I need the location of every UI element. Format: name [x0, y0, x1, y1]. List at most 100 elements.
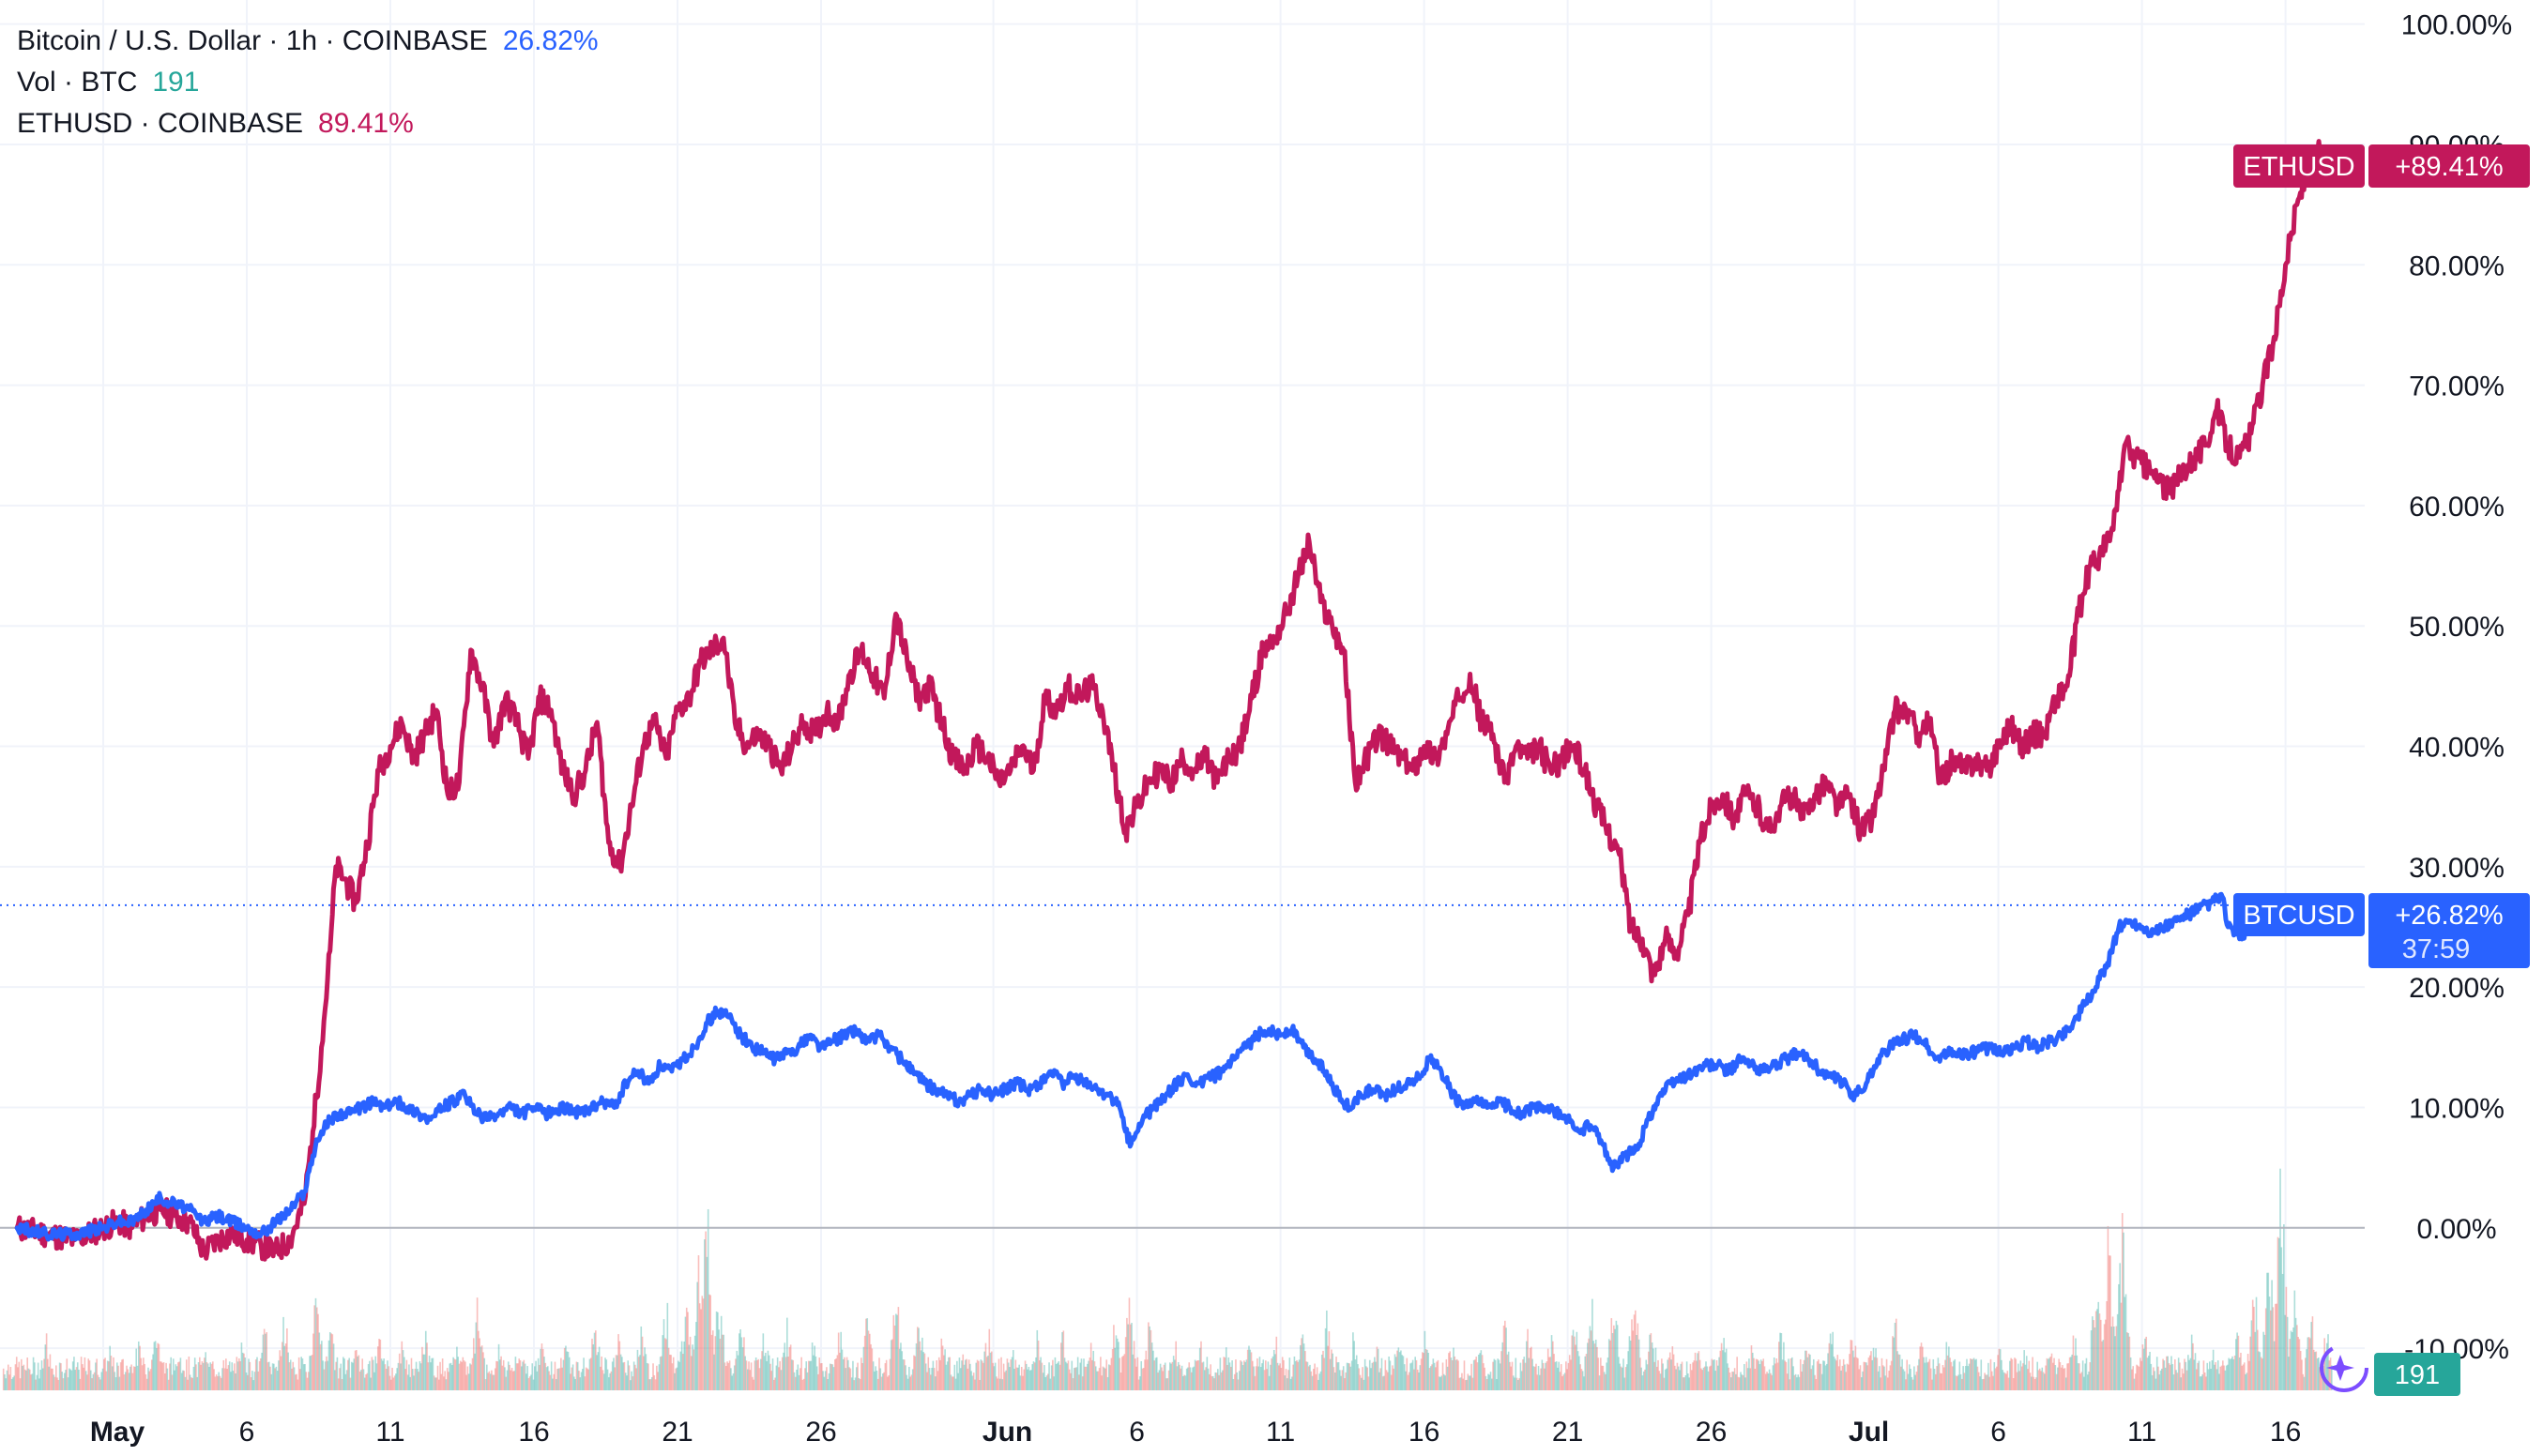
volume-bar — [1409, 1363, 1411, 1390]
volume-bar — [1517, 1379, 1519, 1390]
volume-bar — [1310, 1371, 1313, 1390]
volume-bar — [453, 1358, 456, 1390]
volume-bar — [568, 1357, 571, 1390]
volume-bar — [1675, 1369, 1677, 1390]
volume-bar — [1141, 1368, 1144, 1390]
volume-bar — [1944, 1359, 1946, 1390]
volume-bar — [1763, 1366, 1766, 1390]
volume-bar — [507, 1361, 510, 1390]
volume-bar — [1061, 1332, 1063, 1390]
volume-bar — [1294, 1360, 1297, 1390]
volume-bar — [1062, 1330, 1065, 1390]
volume-bar — [1467, 1373, 1469, 1390]
volume-bar — [519, 1360, 522, 1390]
volume-bar — [1927, 1361, 1929, 1390]
volume-bar — [199, 1357, 201, 1390]
volume-bar — [404, 1357, 405, 1390]
volume-bar — [2037, 1370, 2040, 1390]
volume-bar — [1492, 1361, 1494, 1390]
legend-eth-label: ETHUSD · COINBASE — [17, 108, 304, 139]
volume-bar — [661, 1356, 662, 1390]
volume-bar — [674, 1373, 676, 1390]
volume-bar — [1829, 1333, 1832, 1390]
volume-bar — [1903, 1371, 1906, 1390]
volume-bar — [175, 1364, 177, 1390]
volume-bar — [1109, 1365, 1111, 1390]
volume-bar — [767, 1350, 769, 1390]
volume-bar — [2329, 1357, 2332, 1390]
legend-row-vol[interactable]: Vol · BTC 191 — [17, 62, 599, 103]
volume-bar — [1770, 1373, 1772, 1390]
volume-bar — [1410, 1362, 1413, 1390]
sparkle-assistant-icon[interactable] — [2320, 1343, 2368, 1392]
volume-bar — [1779, 1332, 1781, 1390]
volume-bar — [337, 1378, 340, 1390]
volume-bar — [1263, 1370, 1266, 1390]
volume-bar — [725, 1366, 727, 1390]
volume-bar — [1815, 1378, 1818, 1390]
volume-bar — [945, 1364, 948, 1390]
volume-bar — [1438, 1376, 1440, 1390]
x-tick-label: 26 — [805, 1417, 836, 1448]
volume-bar — [1983, 1378, 1985, 1390]
volume-bar — [776, 1357, 779, 1390]
legend-row-eth[interactable]: ETHUSD · COINBASE 89.41% — [17, 103, 599, 144]
volume-bar — [1409, 1372, 1410, 1390]
volume-bar — [2001, 1359, 2002, 1390]
volume-bar — [2185, 1361, 2187, 1390]
volume-bar — [626, 1375, 628, 1390]
volume-bar — [826, 1367, 828, 1390]
volume-bar — [2243, 1362, 2246, 1390]
volume-bar — [326, 1356, 327, 1390]
legend-row-btc[interactable]: Bitcoin / U.S. Dollar · 1h · COINBASE 26.… — [17, 21, 599, 62]
volume-bar — [1304, 1351, 1306, 1390]
volume-bar — [258, 1360, 261, 1390]
volume-bar — [1598, 1375, 1601, 1390]
volume-bar — [1388, 1356, 1390, 1390]
vol-tag-box — [2374, 1353, 2460, 1396]
volume-bar — [897, 1307, 900, 1390]
volume-bar — [283, 1345, 286, 1390]
volume-bar — [723, 1362, 726, 1390]
volume-bar — [1766, 1372, 1768, 1390]
volume-bar — [654, 1379, 657, 1390]
btc-last-value-tag: BTCUSD +26.82% 37:59 — [2233, 893, 2530, 968]
volume-bar — [55, 1365, 57, 1390]
time-axis[interactable]: May 6 11 16 21 26 Jun 6 11 16 21 26 Jul 6 11 16 — [90, 1417, 2301, 1448]
volume-bar — [1211, 1375, 1213, 1390]
volume-bar — [1820, 1373, 1823, 1390]
volume-bar — [632, 1376, 634, 1390]
volume-bar — [1057, 1362, 1058, 1390]
volume-bar — [2164, 1367, 2167, 1390]
volume-bar — [1606, 1362, 1607, 1390]
volume-bar — [604, 1357, 606, 1390]
volume-bar — [1384, 1359, 1387, 1390]
volume-bar — [1979, 1376, 1981, 1390]
volume-bar — [1063, 1357, 1066, 1390]
volume-bar — [900, 1342, 902, 1390]
volume-bar — [1189, 1367, 1192, 1390]
volume-bar — [471, 1357, 474, 1390]
x-tick-label: 11 — [1266, 1417, 1295, 1448]
volume-bar — [589, 1357, 592, 1390]
volume-bar — [1368, 1359, 1371, 1390]
volume-bar — [848, 1367, 850, 1390]
volume-bar — [2171, 1364, 2174, 1390]
volume-bar — [714, 1336, 717, 1390]
volume-bar — [1472, 1359, 1475, 1390]
volume-bar — [1915, 1372, 1918, 1390]
volume-bar — [2320, 1373, 2322, 1390]
volume-bar — [921, 1337, 923, 1390]
volume-bar — [839, 1352, 841, 1390]
volume-bar — [1627, 1351, 1629, 1390]
volume-bar — [32, 1357, 35, 1390]
volume-bar — [1967, 1366, 1970, 1390]
volume-bar — [1366, 1367, 1368, 1390]
volume-bar — [509, 1364, 510, 1390]
price-axis[interactable]: 100.00%90.00%80.00%70.00%60.00%50.00%40.… — [2401, 10, 2512, 1365]
volume-bar — [1920, 1342, 1923, 1390]
volume-bar — [53, 1376, 56, 1390]
volume-bar — [1774, 1363, 1776, 1390]
volume-bar — [1919, 1346, 1922, 1390]
